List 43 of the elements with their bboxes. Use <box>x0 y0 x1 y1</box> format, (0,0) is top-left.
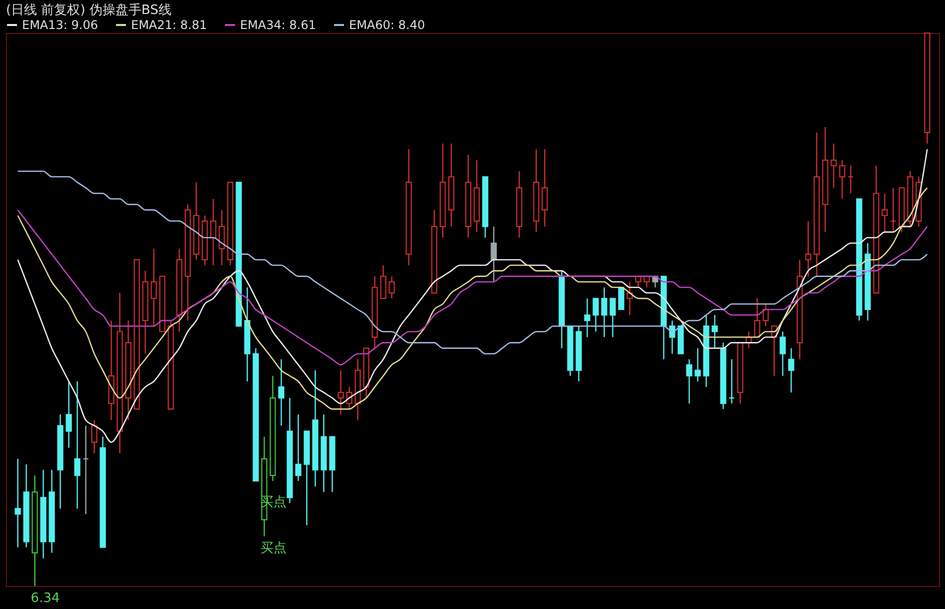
candlestick <box>728 358 735 404</box>
candlestick <box>380 264 386 300</box>
candlestick <box>839 160 846 200</box>
candlestick <box>295 414 302 482</box>
text: 6.34 <box>30 591 60 606</box>
annotation: 买点 <box>260 541 286 556</box>
candlestick <box>626 281 633 316</box>
candlestick <box>14 458 21 548</box>
candlestick <box>601 286 608 338</box>
candlestick <box>490 226 497 282</box>
chart-title: (日线 前复权) 伪操盘手BS线 <box>6 3 172 18</box>
candlestick <box>830 143 837 188</box>
candlestick <box>210 198 216 266</box>
legend-label: EMA21: 8.81 <box>131 18 207 32</box>
candlestick <box>669 320 676 354</box>
legend-label: EMA13: 9.06 <box>22 18 98 32</box>
candlestick <box>882 192 888 233</box>
candlestick <box>150 248 157 327</box>
candlestick <box>91 420 98 454</box>
candlestick <box>584 298 590 338</box>
legend-label: EMA60: 8.40 <box>349 18 425 32</box>
candlestick <box>82 425 89 515</box>
candlestick <box>848 165 854 194</box>
candlestick <box>618 286 624 310</box>
candlestick <box>762 303 769 327</box>
candlestick <box>66 380 72 448</box>
candlestick <box>542 148 548 228</box>
candlestick <box>805 220 812 277</box>
candlestick <box>278 358 284 426</box>
candlestick <box>74 380 80 510</box>
candlestick <box>780 331 786 376</box>
candlestick <box>592 298 599 332</box>
candlestick <box>712 314 718 349</box>
legend-label: EMA34: 8.61 <box>240 18 316 32</box>
candlestick <box>890 187 896 233</box>
candlestick <box>388 276 395 300</box>
candlestick <box>218 209 225 266</box>
candlestick <box>338 370 344 416</box>
candlestick <box>694 348 701 382</box>
candlestick <box>788 348 794 394</box>
candlestick <box>754 298 760 338</box>
candlestick <box>686 358 692 404</box>
candlestick <box>610 298 616 338</box>
